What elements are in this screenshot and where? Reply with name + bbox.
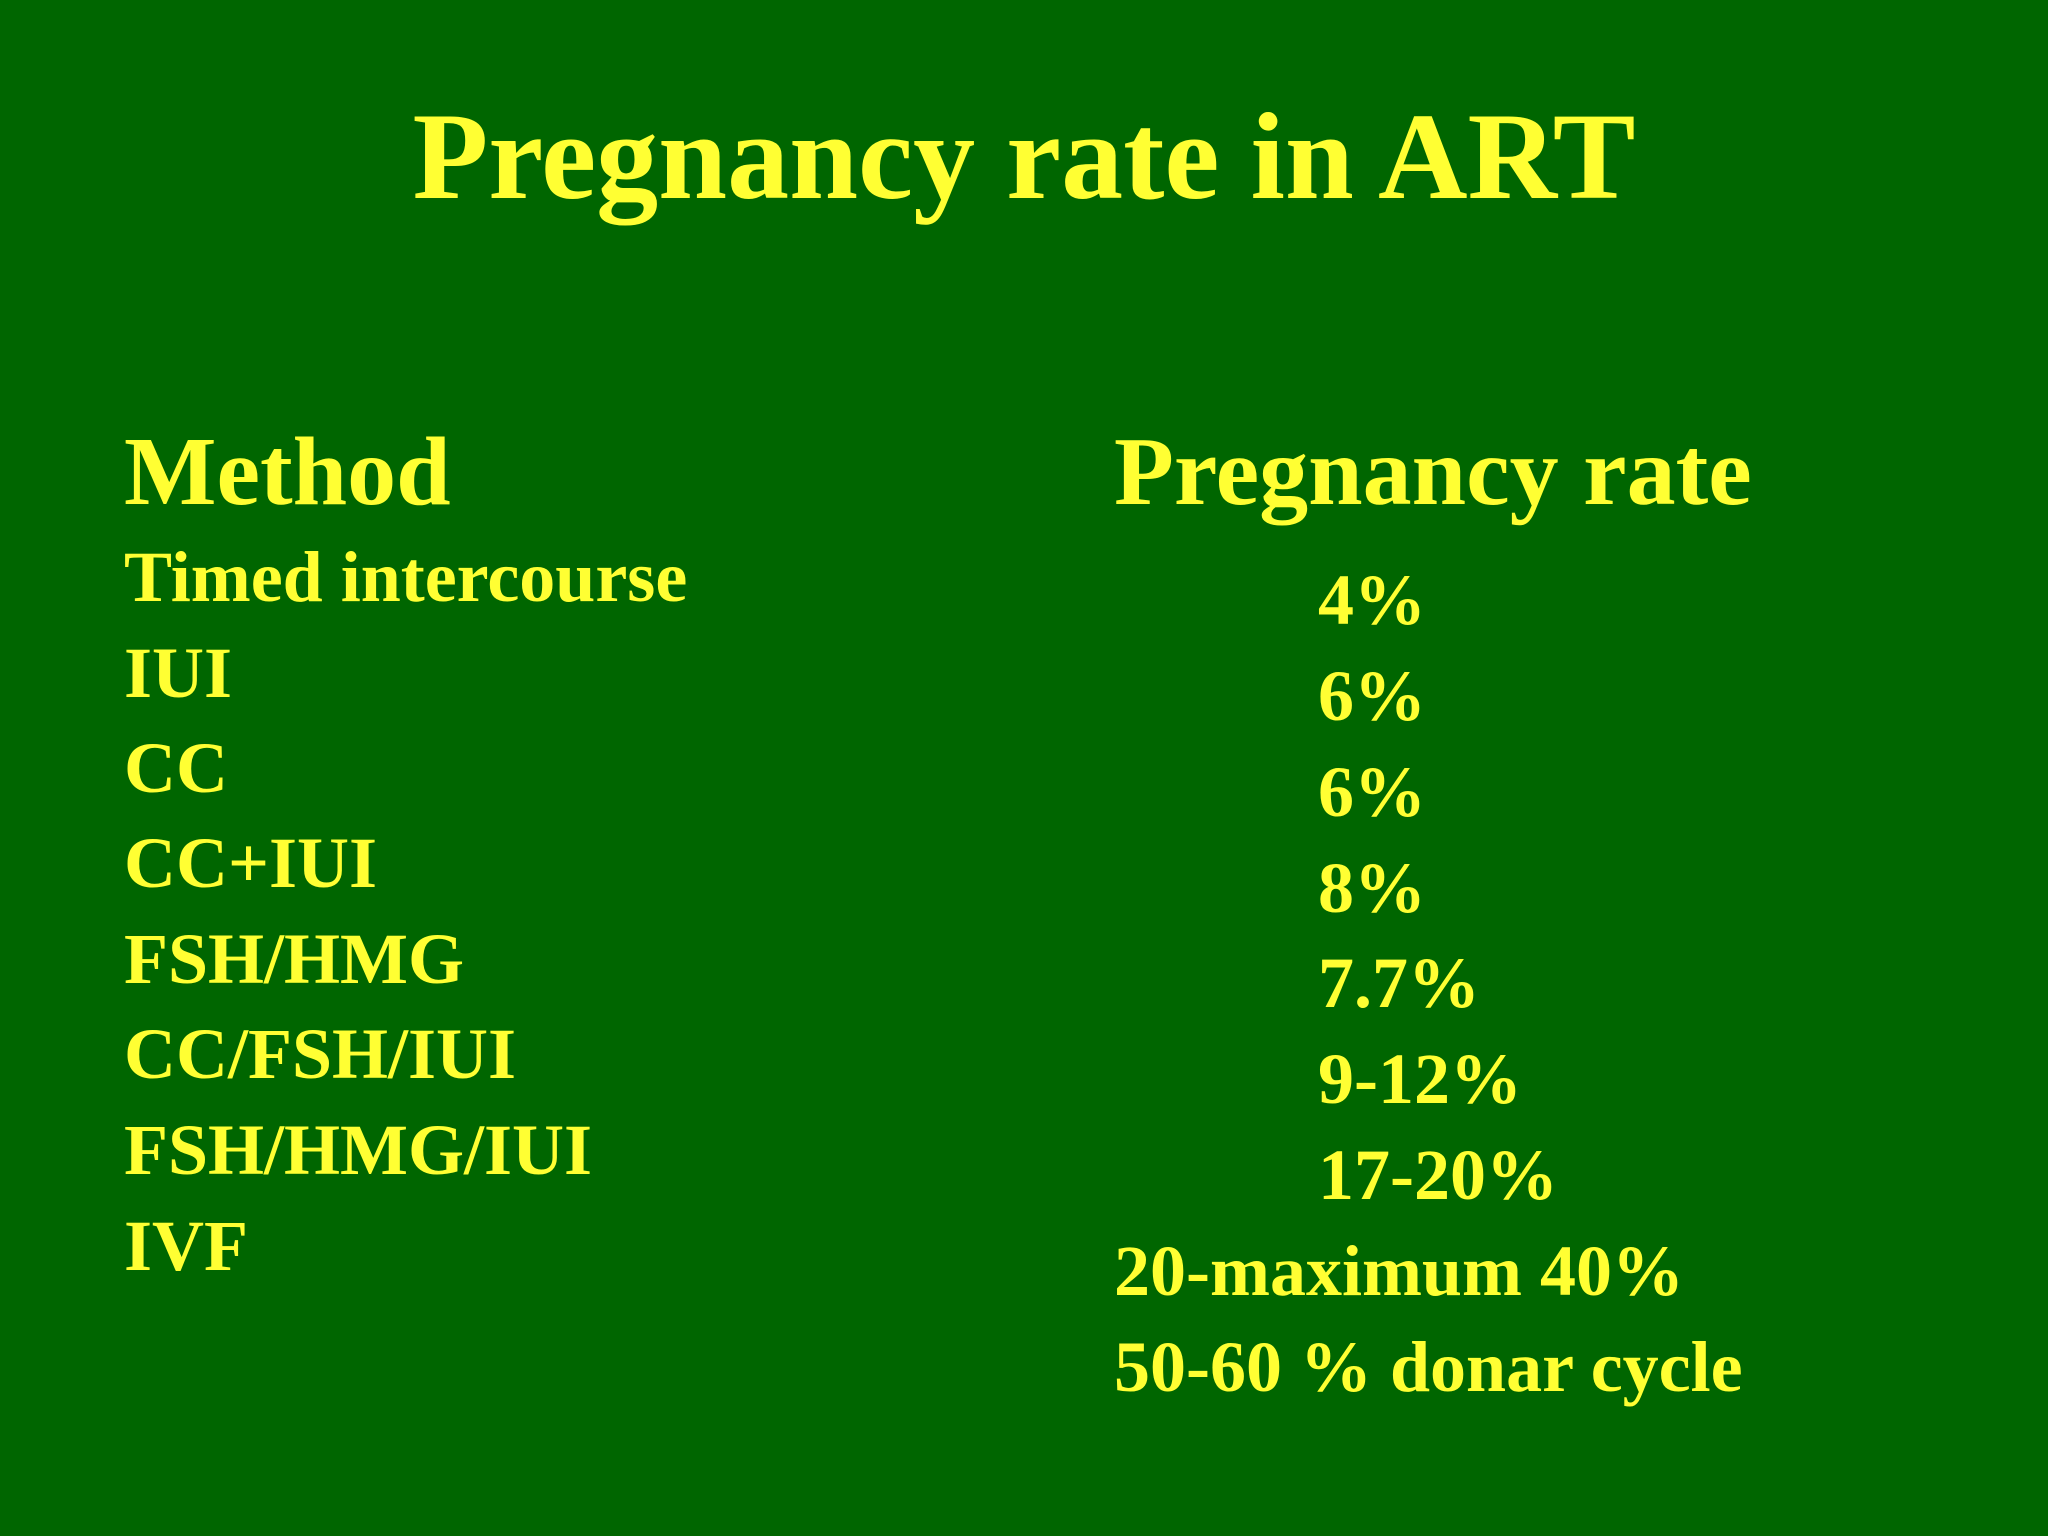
method-column-header: Method [124,418,451,526]
rate-item: 4% [1318,560,1426,640]
rate-item: 50-60 % donar cycle [1114,1327,1743,1407]
rate-item: 8% [1318,848,1426,928]
rate-item: 20-maximum 40% [1114,1231,1684,1311]
rate-item: 6% [1318,656,1426,736]
method-item: IVF [124,1206,248,1286]
method-item: CC/FSH/IUI [124,1014,517,1094]
rate-item: 17-20% [1318,1135,1558,1215]
rate-item: 6% [1318,752,1426,832]
method-item: Timed intercourse [124,537,688,617]
slide-title: Pregnancy rate in ART [412,88,1636,225]
method-item: FSH/HMG/IUI [124,1110,593,1190]
method-item: FSH/HMG [124,919,464,999]
pregnancy-rate-column-header: Pregnancy rate [1114,418,1752,526]
rate-item: 7.7% [1318,943,1480,1023]
method-item: CC+IUI [124,823,378,903]
method-item: CC [124,728,228,808]
rate-item: 9-12% [1318,1039,1522,1119]
method-item: IUI [124,633,233,713]
